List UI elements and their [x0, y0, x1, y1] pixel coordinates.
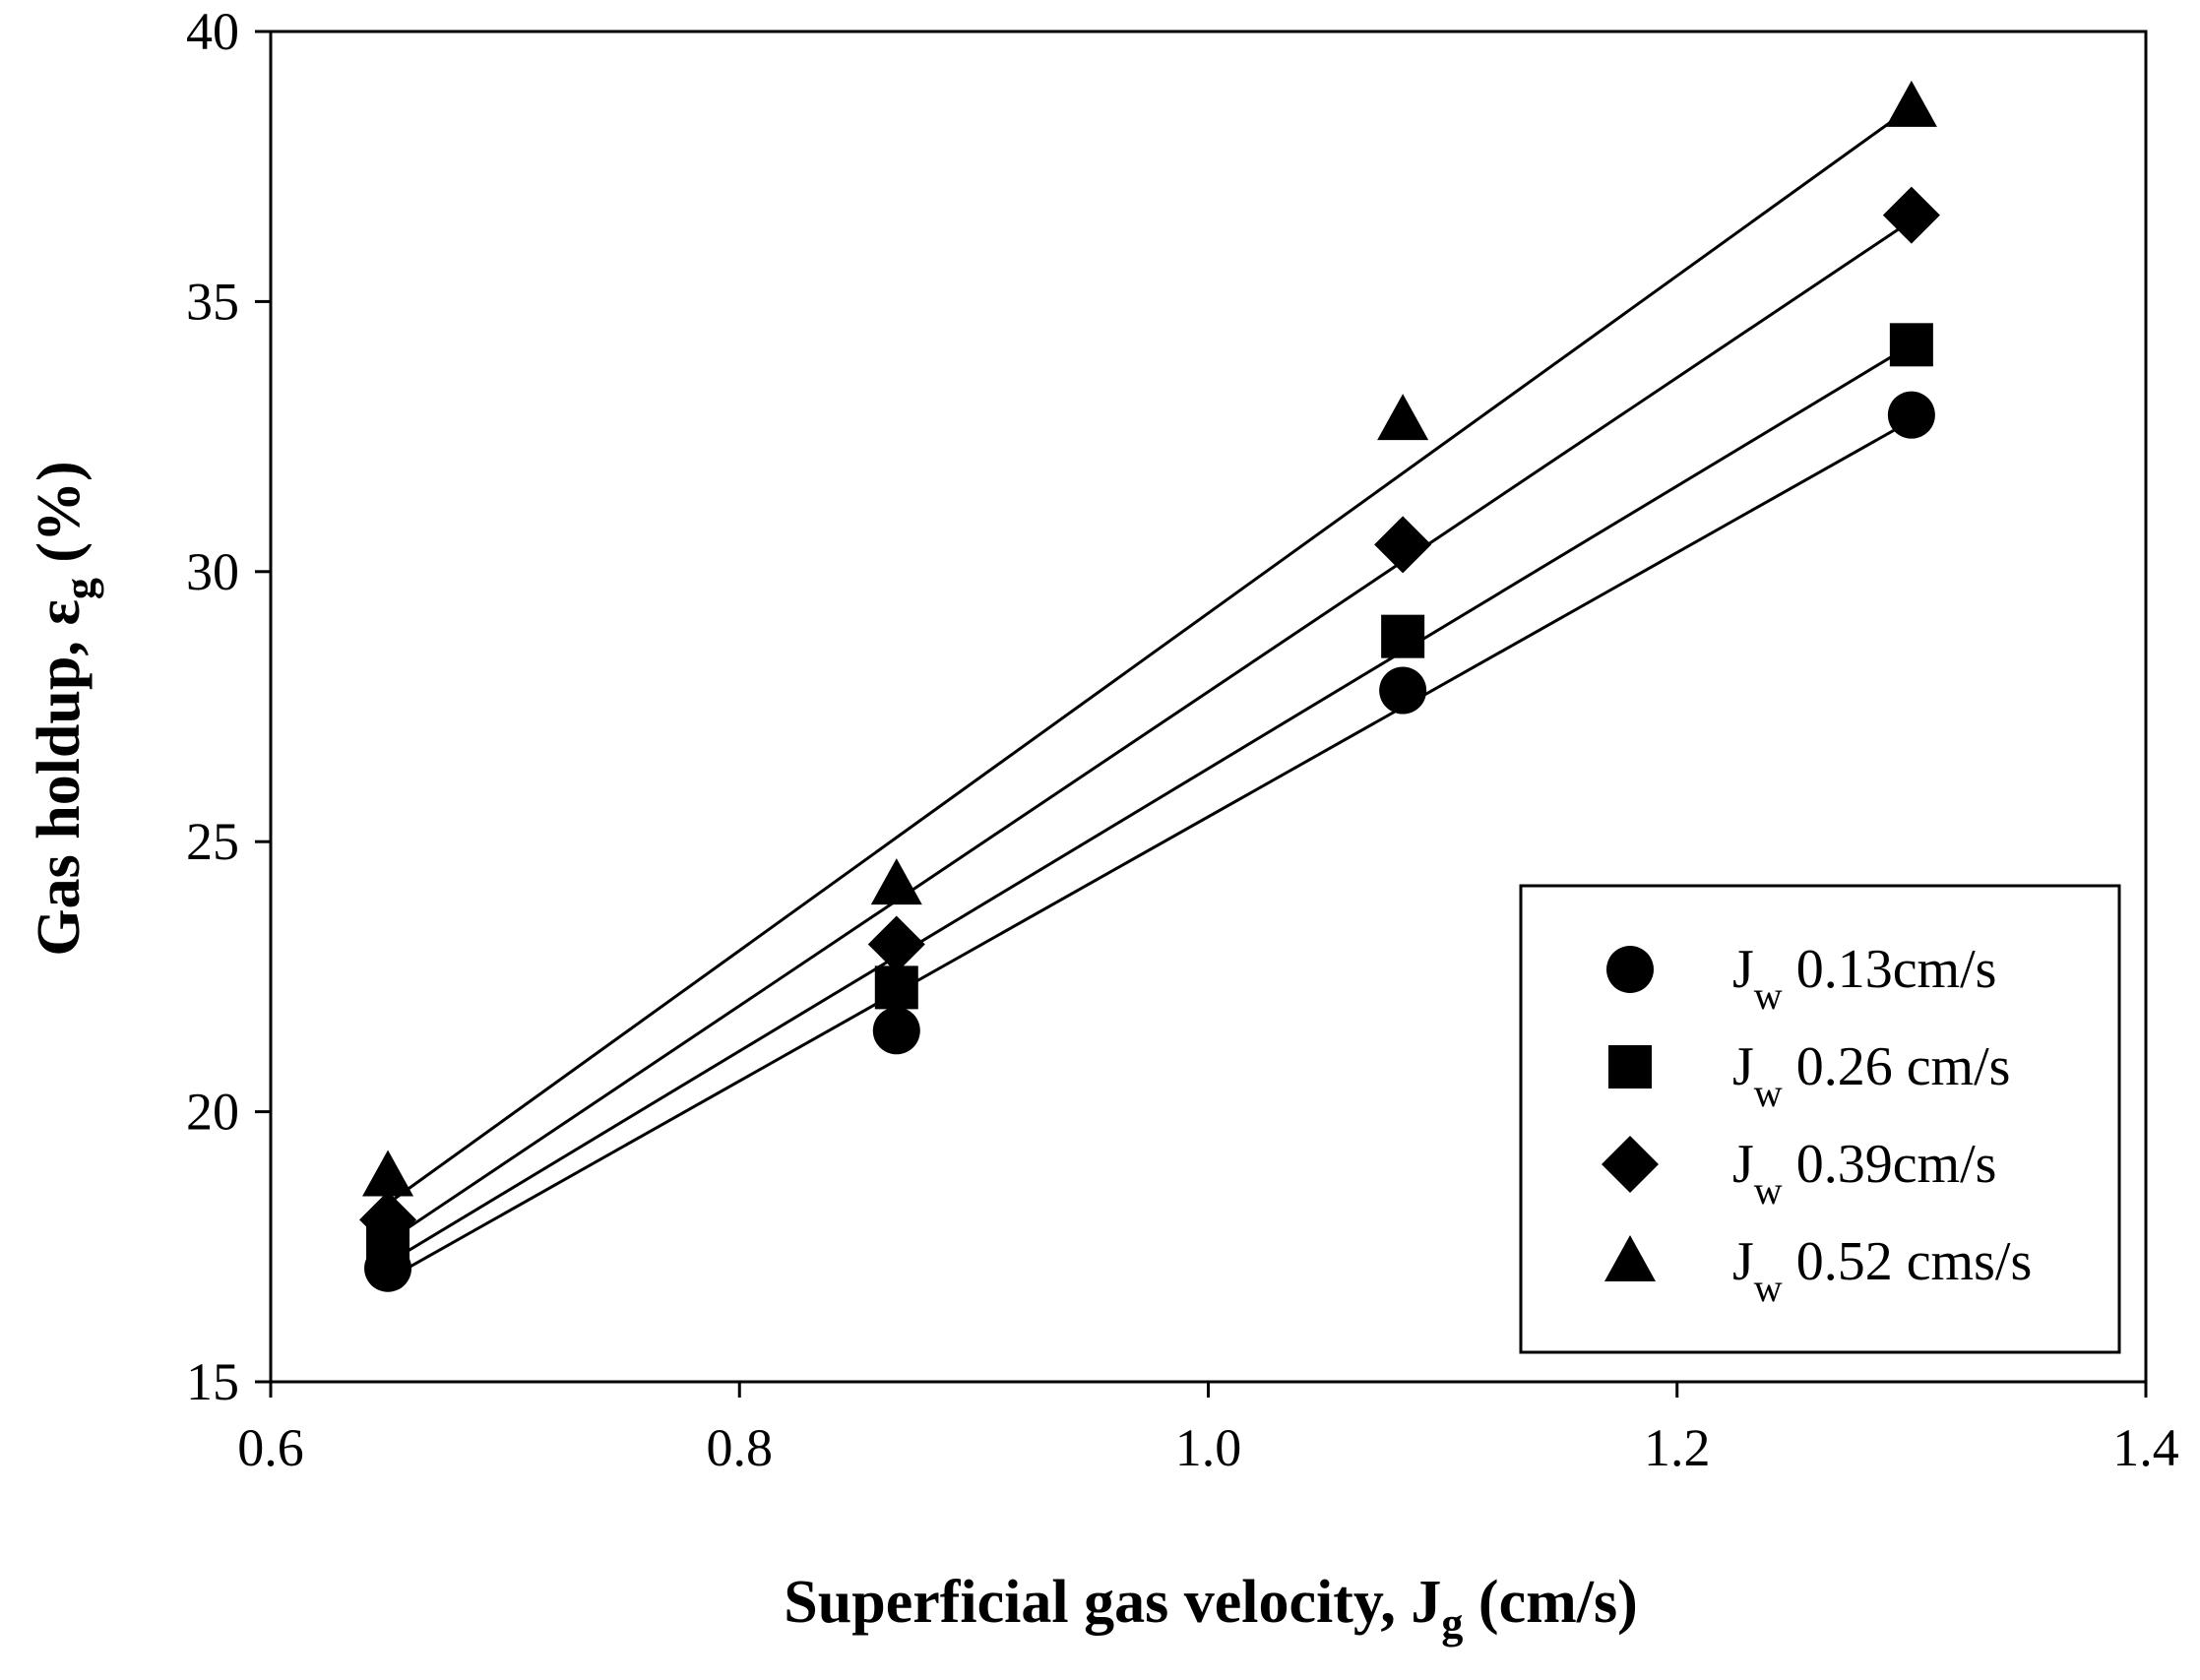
- y-tick-label: 15: [186, 1352, 239, 1411]
- data-point-diamond: [1374, 516, 1432, 574]
- legend-label-sub: w: [1754, 973, 1783, 1018]
- data-point-square: [874, 965, 918, 1010]
- x-tick-label: 1.0: [1175, 1418, 1242, 1477]
- axis-ticks: 0.6 0.8 1.0 1.2 1.4 15 20 25 30 35 40: [186, 2, 2179, 1477]
- x-axis-title-sub: g: [1441, 1599, 1463, 1648]
- x-tick-label: 1.2: [1644, 1418, 1711, 1477]
- data-point-square: [1889, 323, 1933, 367]
- legend-label-sub: w: [1754, 1266, 1783, 1310]
- legend-marker-diamond: [1602, 1136, 1659, 1193]
- fit-line-triangle: [387, 105, 1913, 1206]
- x-axis-title: Superficial gas velocity, Jg (cm/s): [784, 1569, 1637, 1648]
- data-point-triangle: [1377, 394, 1429, 441]
- legend-marker-circle: [1606, 946, 1654, 993]
- x-axis-title-main: Superficial gas velocity, J: [784, 1569, 1441, 1636]
- fit-line-diamond: [387, 218, 1913, 1243]
- legend-label: Jw 0.52 cms/s: [1732, 1231, 2032, 1310]
- legend-label-sub: w: [1754, 1168, 1783, 1213]
- legend-label-value: 0.52 cms/s: [1783, 1231, 2033, 1292]
- legend-label-prefix: J: [1732, 1134, 1754, 1195]
- legend-label-prefix: J: [1732, 1231, 1754, 1292]
- x-axis-title-tail: (cm/s): [1463, 1569, 1637, 1636]
- y-tick-label: 25: [186, 812, 239, 871]
- data-point-triangle: [1885, 80, 1937, 127]
- data-point-circle: [872, 1007, 920, 1055]
- legend-label: Jw 0.39cm/s: [1732, 1134, 1996, 1213]
- y-axis-title-main: Gas holdup, ε: [26, 599, 93, 957]
- fit-lines: [387, 105, 1913, 1281]
- data-point-circle: [1887, 391, 1935, 439]
- data-point-diamond: [359, 1191, 417, 1249]
- x-tick-label: 1.4: [2112, 1418, 2179, 1477]
- x-tick-label: 0.8: [707, 1418, 774, 1477]
- y-tick-label: 20: [186, 1083, 239, 1142]
- y-tick-label: 30: [186, 542, 239, 601]
- y-axis-title: Gas holdup, εg (%): [26, 461, 104, 956]
- y-axis-title-sub: g: [56, 578, 104, 599]
- data-point-circle: [1379, 666, 1427, 715]
- legend-label-sub: w: [1754, 1071, 1783, 1115]
- data-point-triangle: [870, 858, 922, 905]
- data-markers: [359, 80, 1940, 1292]
- data-point-diamond: [1882, 186, 1940, 244]
- fit-line-square: [387, 343, 1913, 1265]
- y-tick-label: 40: [186, 2, 239, 61]
- legend-marker-triangle: [1604, 1235, 1656, 1281]
- legend-label: Jw 0.26 cm/s: [1732, 1036, 2010, 1115]
- legend-label-value: 0.13cm/s: [1783, 939, 1997, 1000]
- legend-label-value: 0.26 cm/s: [1783, 1036, 2011, 1097]
- y-tick-label: 35: [186, 272, 239, 331]
- data-point-square: [1381, 614, 1425, 658]
- legend-label-prefix: J: [1732, 939, 1754, 1000]
- data-point-diamond: [867, 915, 925, 973]
- legend-label-value: 0.39cm/s: [1783, 1134, 1997, 1195]
- y-axis-title-tail: (%): [26, 461, 93, 578]
- legend-label: Jw 0.13cm/s: [1732, 939, 1996, 1018]
- legend: Jw 0.13cm/sJw 0.26 cm/sJw 0.39cm/sJw 0.5…: [1519, 884, 2121, 1354]
- fit-line-circle: [387, 418, 1913, 1281]
- legend-marker-square: [1608, 1045, 1652, 1089]
- legend-label-prefix: J: [1732, 1036, 1754, 1097]
- x-tick-label: 0.6: [237, 1418, 304, 1477]
- data-point-triangle: [362, 1150, 414, 1197]
